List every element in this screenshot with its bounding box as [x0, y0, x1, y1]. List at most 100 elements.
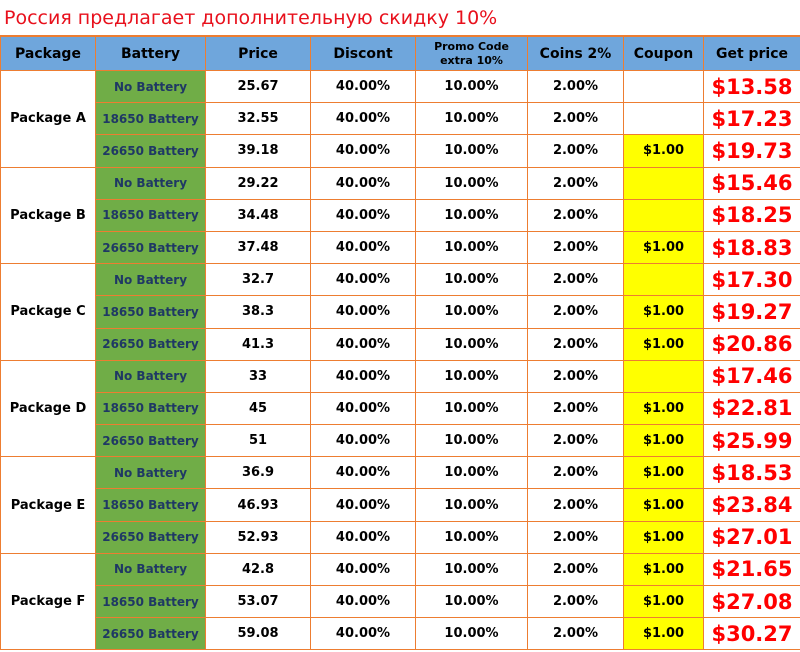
coupon-cell: $1.00	[623, 552, 704, 587]
promo-cell: 10.00%	[415, 69, 528, 104]
price-cell: 36.9	[205, 456, 311, 490]
promo-cell: 10.00%	[415, 134, 528, 168]
get-price-cell: $27.08	[703, 584, 800, 619]
promo-cell: 10.00%	[415, 198, 528, 232]
coupon-cell	[623, 102, 704, 136]
coins-cell: 2.00%	[527, 391, 624, 426]
get-price-cell: $19.27	[703, 295, 800, 329]
coupon-cell: $1.00	[623, 391, 704, 426]
battery-cell: 26650 Battery	[95, 424, 206, 458]
coupon-cell	[623, 198, 704, 232]
coins-cell: 2.00%	[527, 424, 624, 458]
coupon-cell	[623, 263, 704, 297]
table-row: 26650 Battery 41.3 40.00% 10.00% 2.00% $1.00 $…	[1, 327, 800, 361]
table-row: 26650 Battery 37.48 40.00% 10.00% 2.00% $1.00…	[1, 230, 800, 265]
price-table: Package Battery Price Discont Promo Code ext…	[0, 36, 800, 651]
get-price-cell: $23.84	[703, 488, 800, 522]
discount-cell: 40.00%	[310, 102, 416, 136]
table-row: Package C No Battery 32.7 40.00% 10.00% 2.00%…	[0, 263, 800, 361]
coins-cell: 2.00%	[527, 359, 624, 393]
battery-cell: No Battery	[95, 263, 206, 297]
get-price-cell: $17.30	[703, 263, 800, 297]
coupon-cell	[623, 166, 704, 200]
coins-cell: 2.00%	[527, 230, 624, 265]
discount-cell: 40.00%	[310, 263, 416, 297]
get-price-cell: $18.53	[703, 456, 800, 490]
package-cell: Package D	[0, 359, 96, 458]
price-cell: 32.55	[205, 102, 311, 136]
header-cell: Price	[205, 36, 311, 71]
get-price-cell: $19.73	[703, 134, 800, 168]
price-cell: 25.67	[205, 69, 311, 104]
discount-cell: 40.00%	[310, 488, 416, 522]
battery-cell: 18650 Battery	[95, 391, 206, 426]
price-cell: 33	[205, 359, 311, 393]
coupon-cell	[623, 359, 704, 393]
table-row: 18650 Battery 46.93 40.00% 10.00% 2.00% $1.00…	[1, 488, 800, 522]
coupon-cell: $1.00	[623, 488, 704, 522]
battery-cell: No Battery	[95, 359, 206, 393]
battery-cell: 18650 Battery	[95, 102, 206, 136]
get-price-cell: $25.99	[703, 424, 800, 458]
price-cell: 42.8	[205, 552, 311, 587]
coins-cell: 2.00%	[527, 456, 624, 490]
title: Россия предлагает дополнительную скидку …	[0, 0, 800, 36]
discount-cell: 40.00%	[310, 552, 416, 587]
header-cell: Get price	[703, 36, 800, 71]
table-row: Package D No Battery 33 40.00% 10.00% 2.00% $1…	[0, 359, 800, 458]
coupon-cell: $1.00	[623, 295, 704, 329]
coins-cell: 2.00%	[527, 584, 624, 619]
package-cell: Package E	[0, 456, 96, 554]
price-cell: 32.7	[205, 263, 311, 297]
coupon-cell: $1.00	[623, 520, 704, 554]
get-price-cell: $20.86	[703, 327, 800, 361]
coupon-cell: $1.00	[623, 230, 704, 265]
coins-cell: 2.00%	[527, 617, 624, 651]
battery-cell: No Battery	[95, 69, 206, 104]
header-cell: Coins 2%	[527, 36, 624, 71]
get-price-cell: $27.01	[703, 520, 800, 554]
package-cell: Package F	[0, 552, 96, 651]
get-price-cell: $15.46	[703, 166, 800, 200]
table-row: 18650 Battery 34.48 40.00% 10.00% 2.00% $18.2…	[1, 198, 800, 232]
header-row: Package Battery Price Discont Promo Code ext…	[0, 36, 800, 71]
discount-cell: 40.00%	[310, 456, 416, 490]
battery-cell: 18650 Battery	[95, 584, 206, 619]
promo-cell: 10.00%	[415, 617, 528, 651]
coins-cell: 2.00%	[527, 198, 624, 232]
coupon-cell: $1.00	[623, 617, 704, 651]
battery-cell: 18650 Battery	[95, 198, 206, 232]
price-cell: 45	[205, 391, 311, 426]
discount-cell: 40.00%	[310, 617, 416, 651]
coins-cell: 2.00%	[527, 327, 624, 361]
get-price-cell: $17.46	[703, 359, 800, 393]
discount-cell: 40.00%	[310, 69, 416, 104]
coins-cell: 2.00%	[527, 69, 624, 104]
table-row: Package F No Battery 42.8 40.00% 10.00% 2.00%…	[0, 552, 800, 651]
price-cell: 46.93	[205, 488, 311, 522]
coins-cell: 2.00%	[527, 295, 624, 329]
discount-cell: 40.00%	[310, 327, 416, 361]
battery-cell: 26650 Battery	[95, 327, 206, 361]
coupon-cell: $1.00	[623, 456, 704, 490]
promo-cell: 10.00%	[415, 584, 528, 619]
price-cell: 51	[205, 424, 311, 458]
coins-cell: 2.00%	[527, 263, 624, 297]
coins-cell: 2.00%	[527, 488, 624, 522]
price-cell: 37.48	[205, 230, 311, 265]
get-price-cell: $18.83	[703, 230, 800, 265]
header-cell: Battery	[95, 36, 206, 71]
table-row: 26650 Battery 52.93 40.00% 10.00% 2.00% $1.00…	[1, 520, 800, 554]
table-row: Package B No Battery 29.22 40.00% 10.00% 2.00…	[0, 166, 800, 265]
price-cell: 52.93	[205, 520, 311, 554]
promo-cell: 10.00%	[415, 488, 528, 522]
get-price-cell: $22.81	[703, 391, 800, 426]
coins-cell: 2.00%	[527, 520, 624, 554]
price-cell: 29.22	[205, 166, 311, 200]
battery-cell: 18650 Battery	[95, 488, 206, 522]
table-body: Package A No Battery 25.67 40.00% 10.00% 2.00…	[0, 69, 800, 651]
promo-cell: 10.00%	[415, 359, 528, 393]
coupon-cell: $1.00	[623, 584, 704, 619]
table-row: 26650 Battery 59.08 40.00% 10.00% 2.00% $1.00…	[1, 617, 800, 651]
